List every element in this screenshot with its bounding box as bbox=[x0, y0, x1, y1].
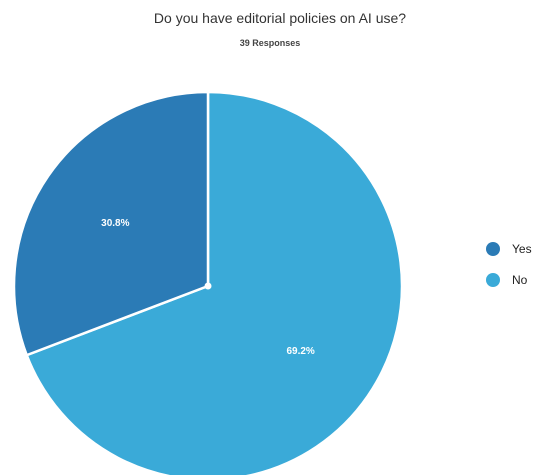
slice-label-yes: 30.8% bbox=[101, 218, 129, 229]
pie-center-dot bbox=[204, 282, 212, 290]
legend-label: No bbox=[512, 273, 528, 287]
chart-title: Do you have editorial policies on AI use… bbox=[153, 10, 407, 26]
pie-slice-yes bbox=[12, 90, 210, 357]
legend-item-no: No bbox=[486, 269, 532, 291]
legend-swatch bbox=[486, 273, 500, 287]
legend-item-yes: Yes bbox=[486, 238, 532, 260]
legend-label: Yes bbox=[512, 242, 532, 256]
chart-subtitle: 39 Responses bbox=[239, 38, 301, 48]
chart-legend: Yes No bbox=[486, 238, 532, 300]
slice-label-no: 69.2% bbox=[286, 346, 314, 357]
legend-swatch bbox=[486, 242, 500, 256]
pie-slice-no bbox=[25, 90, 404, 475]
